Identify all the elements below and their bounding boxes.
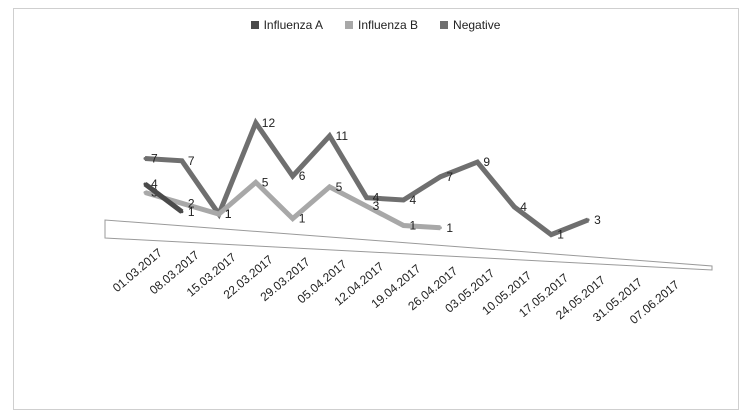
data-label: 7	[188, 154, 195, 168]
legend-swatch	[250, 21, 259, 29]
series-point	[438, 175, 442, 179]
series-point	[143, 191, 147, 194]
data-label: 4	[373, 191, 380, 205]
legend-label: Negative	[453, 18, 501, 32]
series-point	[291, 217, 295, 221]
data-label: 1	[557, 228, 564, 242]
series-point	[180, 159, 184, 163]
series-line	[144, 117, 590, 238]
series-point	[180, 201, 184, 205]
series-point	[143, 157, 147, 160]
data-label: 11	[336, 129, 349, 143]
data-label: 3	[594, 213, 601, 227]
legend-swatch	[344, 21, 353, 29]
series-point	[143, 182, 147, 186]
legend-item: Influenza A	[250, 18, 323, 32]
series-point	[438, 226, 442, 230]
data-label: 1	[188, 205, 195, 219]
chart-floor	[104, 219, 713, 271]
data-label: 5	[262, 175, 269, 189]
data-label: 7	[446, 170, 453, 184]
data-label: 1	[225, 207, 232, 221]
series-point	[402, 198, 405, 202]
series-point	[586, 218, 590, 222]
legend-item: Negative	[440, 18, 500, 32]
series-point	[365, 204, 369, 208]
series-point	[217, 212, 221, 216]
data-label: 1	[446, 221, 453, 235]
series-point	[365, 196, 369, 200]
series-point	[402, 224, 405, 227]
series-point	[254, 180, 258, 184]
series-point	[475, 160, 479, 164]
data-label: 6	[299, 169, 306, 183]
data-label: 1	[410, 219, 417, 233]
data-label: 4	[520, 200, 527, 214]
data-label: 4	[410, 193, 417, 207]
series-point	[549, 233, 553, 237]
data-label: 9	[483, 155, 490, 169]
series-point	[291, 174, 295, 178]
series-point	[328, 185, 332, 189]
data-label: 5	[336, 180, 343, 194]
legend-item: Influenza B	[344, 18, 419, 32]
legend: Influenza A Influenza B Negative	[0, 18, 751, 32]
data-label: 3	[373, 199, 380, 213]
legend-swatch	[440, 21, 449, 29]
data-label: 1	[225, 207, 232, 221]
series-point	[512, 205, 516, 209]
data-label: 2	[188, 196, 195, 210]
data-label: 7	[151, 152, 158, 166]
data-label: 4	[151, 177, 158, 191]
series-point	[180, 210, 184, 214]
legend-label: Influenza B	[357, 18, 419, 32]
series-point	[254, 121, 258, 125]
data-label: 12	[262, 116, 276, 130]
legend-label: Influenza A	[263, 18, 323, 32]
series-line	[143, 182, 184, 214]
series-point	[328, 134, 332, 138]
data-label: 1	[299, 212, 306, 226]
